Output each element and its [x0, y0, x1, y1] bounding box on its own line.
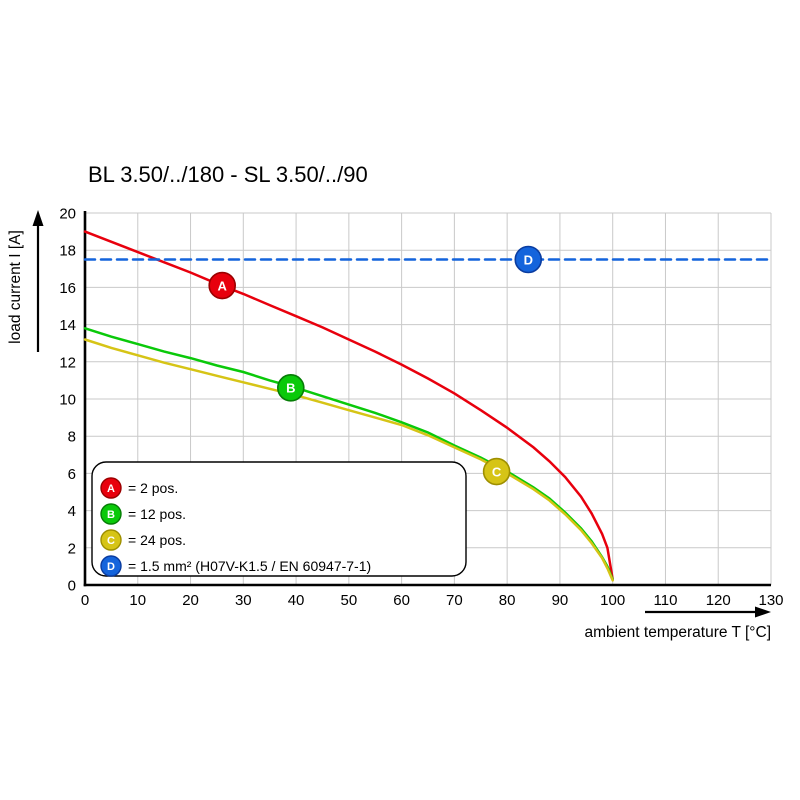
y-tick-label: 16: [59, 280, 76, 297]
x-tick-label: 20: [182, 592, 199, 609]
legend-marker-letter-B: B: [107, 509, 115, 521]
y-tick-label: 0: [68, 578, 76, 595]
legend-label-B: = 12 pos.: [128, 506, 186, 522]
x-tick-label: 90: [552, 592, 569, 609]
x-tick-label: 0: [81, 592, 89, 609]
x-tick-label: 60: [393, 592, 410, 609]
legend-label-D: = 1.5 mm² (H07V-K1.5 / EN 60947-7-1): [128, 558, 371, 574]
legend-label-C: = 24 pos.: [128, 532, 186, 548]
x-tick-label: 120: [706, 592, 731, 609]
legend-marker-letter-A: A: [107, 483, 115, 495]
marker-letter-D: D: [524, 252, 533, 267]
y-tick-label: 8: [68, 429, 76, 446]
x-tick-label: 70: [446, 592, 463, 609]
x-tick-label: 100: [600, 592, 625, 609]
y-tick-label: 10: [59, 392, 76, 409]
legend-marker-C: [100, 529, 122, 551]
marker-D: [514, 245, 543, 274]
legend-marker-letter-D: D: [107, 561, 115, 573]
y-axis-label: load current I [A]: [7, 230, 24, 344]
legend-marker-letter-C: C: [107, 535, 115, 547]
y-tick-label: 20: [59, 206, 76, 223]
chart-title: BL 3.50/../180 - SL 3.50/../90: [88, 162, 368, 187]
legend-marker-B: [100, 503, 122, 525]
plot-area: 0 10 20 30 40 50 60 70 80 90 100 110 120 130 0 2 4 6 8 10 12…: [59, 206, 783, 610]
x-tick-label: 80: [499, 592, 516, 609]
x-tick-label: 130: [758, 592, 783, 609]
x-tick-label: 10: [129, 592, 146, 609]
marker-A: [208, 271, 236, 300]
x-axis-label: ambient temperature T [°C]: [584, 624, 771, 641]
marker-C: [482, 457, 511, 486]
y-tick-label: 12: [59, 354, 76, 371]
y-tick-label: 2: [68, 540, 76, 557]
y-tick-label: 6: [68, 466, 76, 483]
marker-letter-B: B: [286, 381, 295, 396]
legend-marker-A: [100, 477, 122, 499]
x-tick-label: 50: [341, 592, 358, 609]
legend-marker-D: [100, 555, 122, 577]
x-tick-label: 30: [235, 592, 252, 609]
y-tick-label: 4: [68, 503, 76, 520]
x-tick-label: 110: [654, 592, 678, 609]
y-tick-label: 14: [59, 317, 76, 334]
marker-letter-A: A: [218, 278, 228, 293]
marker-letter-C: C: [492, 464, 502, 479]
x-axis-arrow-icon: [645, 606, 771, 618]
x-tick-label: 40: [288, 592, 305, 609]
marker-B: [276, 374, 305, 402]
series-C-curve: [83, 338, 614, 582]
y-tick-label: 18: [59, 243, 76, 260]
series-A-curve: [83, 230, 614, 581]
series-B-curve: [83, 327, 614, 581]
legend-box: [91, 461, 467, 577]
y-axis-arrow-icon: [32, 210, 44, 352]
legend-label-A: = 2 pos.: [128, 480, 178, 496]
